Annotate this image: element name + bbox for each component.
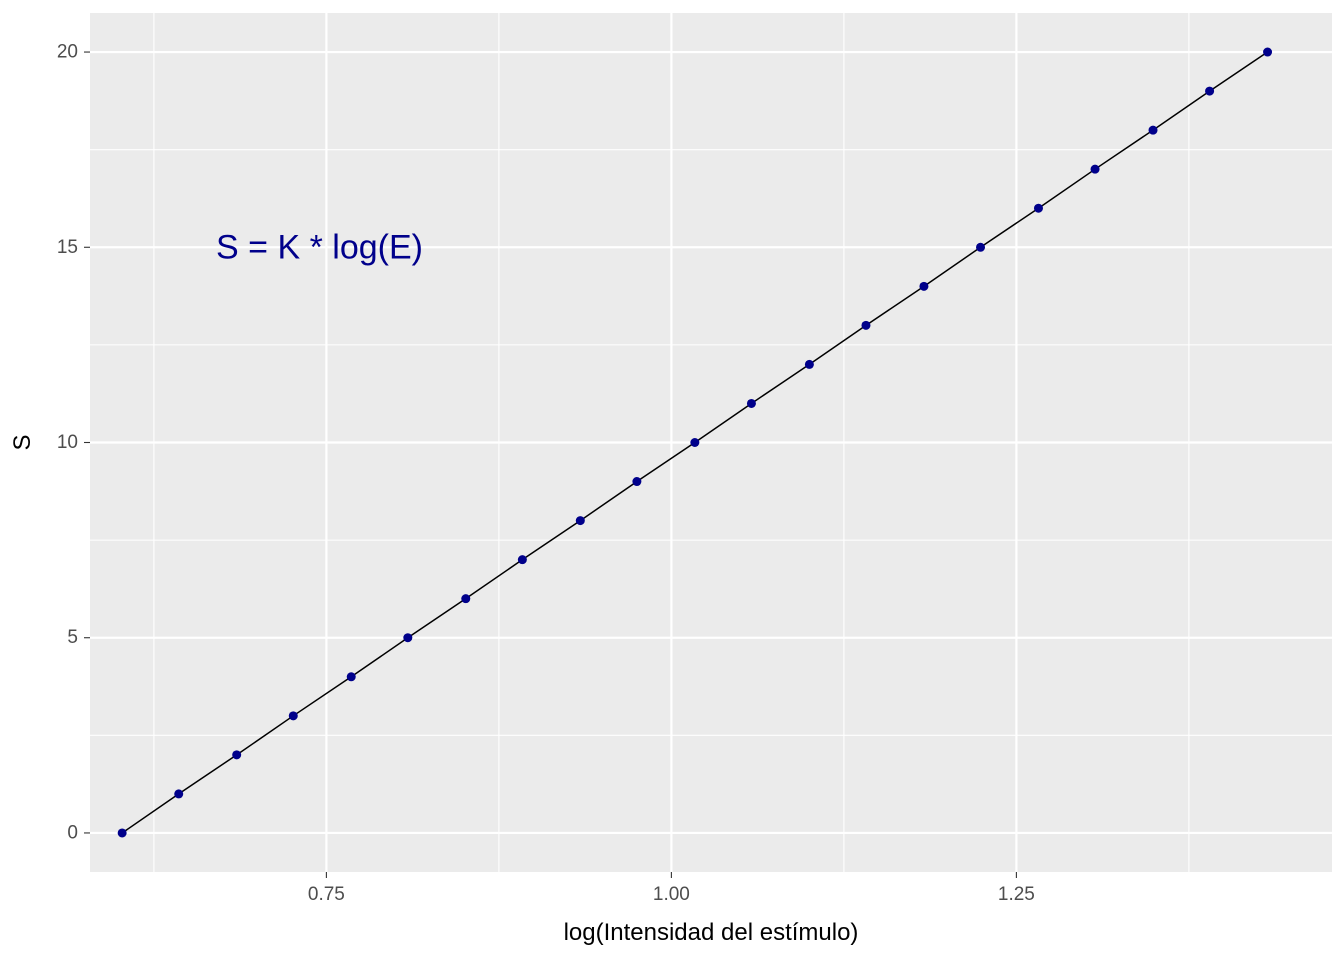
data-point [1090, 164, 1100, 174]
series-points [117, 47, 1273, 838]
data-point [174, 789, 184, 799]
data-point [1263, 47, 1273, 57]
data-point [575, 516, 585, 526]
x-axis-title: log(Intensidad del estímulo) [564, 919, 859, 946]
data-point [746, 398, 756, 408]
data-point [976, 242, 986, 252]
chart-annotation: S = K * log(E) [216, 228, 423, 266]
data-point [517, 555, 527, 565]
data-point [919, 281, 929, 291]
data-point [232, 750, 242, 760]
y-tick-label: 20 [57, 42, 78, 63]
data-point [403, 633, 413, 643]
y-axis-ticks: 0 5 10 15 20 [57, 42, 90, 843]
data-point [288, 711, 298, 721]
x-tick-label: 1.25 [998, 884, 1035, 905]
y-tick-label: 10 [57, 432, 78, 453]
y-axis-title: S [9, 434, 36, 450]
major-gridlines [90, 13, 1332, 872]
y-tick-label: 0 [67, 822, 78, 843]
x-tick-label: 1.00 [653, 884, 690, 905]
x-axis-ticks: 0.75 1.00 1.25 [308, 872, 1035, 905]
data-point [1205, 86, 1215, 96]
data-point [804, 359, 814, 369]
data-point [632, 477, 642, 487]
data-point [461, 594, 471, 604]
data-point [346, 672, 356, 682]
data-point [861, 320, 871, 330]
data-point [1148, 125, 1158, 135]
data-point [1033, 203, 1043, 213]
data-point [690, 438, 700, 447]
y-tick-label: 15 [57, 237, 78, 258]
x-tick-label: 0.75 [308, 884, 345, 905]
y-tick-label: 5 [67, 627, 78, 648]
data-point [117, 828, 127, 838]
